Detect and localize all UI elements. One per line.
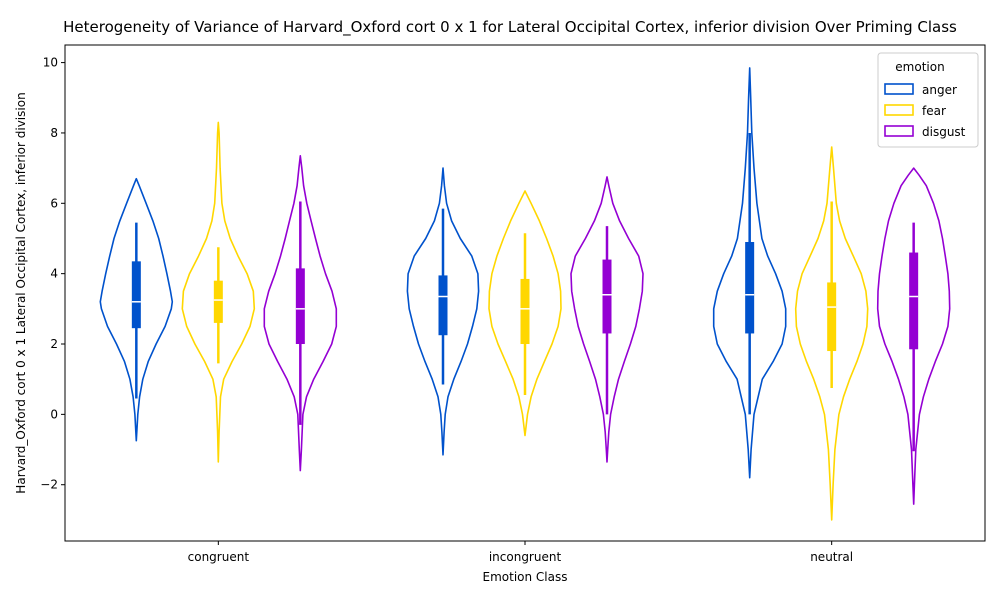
x-tick-label: congruent <box>188 550 250 564</box>
y-axis: −2 0 2 4 6 8 10 <box>40 56 65 492</box>
y-tick-label: 0 <box>50 407 58 421</box>
legend-label-fear: fear <box>922 104 946 118</box>
iqr-box-fear-neutral <box>827 282 837 352</box>
legend-items: anger fear disgust <box>884 83 966 139</box>
y-tick-label: 2 <box>50 337 58 351</box>
violin-anger-incongruent <box>406 167 480 456</box>
violin-disgust-incongruent <box>570 176 644 463</box>
x-axis-label: Emotion Class <box>483 570 568 584</box>
legend-frame <box>877 52 979 148</box>
iqr-box-anger-incongruent <box>438 275 448 336</box>
violin-fear-neutral <box>794 146 869 521</box>
legend: emotion anger fear disgust <box>877 52 979 148</box>
legend-swatch-disgust <box>884 125 914 137</box>
legend-label-anger: anger <box>922 83 957 97</box>
iqr-box-anger-neutral <box>745 241 755 334</box>
violin-disgust-neutral <box>876 167 951 505</box>
violin-anger-congruent <box>99 177 174 442</box>
legend-label-disgust: disgust <box>922 125 966 139</box>
iqr-box-fear-congruent <box>213 280 223 323</box>
legend-title: emotion <box>895 60 944 74</box>
y-tick-label: 4 <box>50 267 58 281</box>
y-tick-label: 6 <box>50 196 58 210</box>
x-axis: congruent incongruent neutral <box>188 541 853 564</box>
violin-fear-congruent <box>181 121 256 463</box>
iqr-box-fear-incongruent <box>520 278 530 345</box>
violin-fear-incongruent <box>488 190 562 437</box>
y-tick-label: −2 <box>40 478 58 492</box>
chart-title: Heterogeneity of Variance of Harvard_Oxf… <box>63 18 957 37</box>
violin-anger-neutral <box>712 67 787 479</box>
y-tick-label: 8 <box>50 126 58 140</box>
x-tick-label: incongruent <box>489 550 562 564</box>
y-axis-label: Harvard_Oxford cort 0 x 1 Lateral Occipi… <box>14 92 28 493</box>
iqr-box-disgust-congruent <box>295 268 305 345</box>
iqr-box-anger-congruent <box>131 261 141 329</box>
x-tick-label: neutral <box>810 550 853 564</box>
legend-swatch-anger <box>884 83 914 95</box>
iqr-box-disgust-incongruent <box>602 259 612 334</box>
y-tick-label: 10 <box>43 56 58 70</box>
violins-layer <box>99 67 951 521</box>
iqr-box-disgust-neutral <box>909 252 919 350</box>
legend-swatch-fear <box>884 104 914 116</box>
violin-disgust-congruent <box>263 155 338 472</box>
